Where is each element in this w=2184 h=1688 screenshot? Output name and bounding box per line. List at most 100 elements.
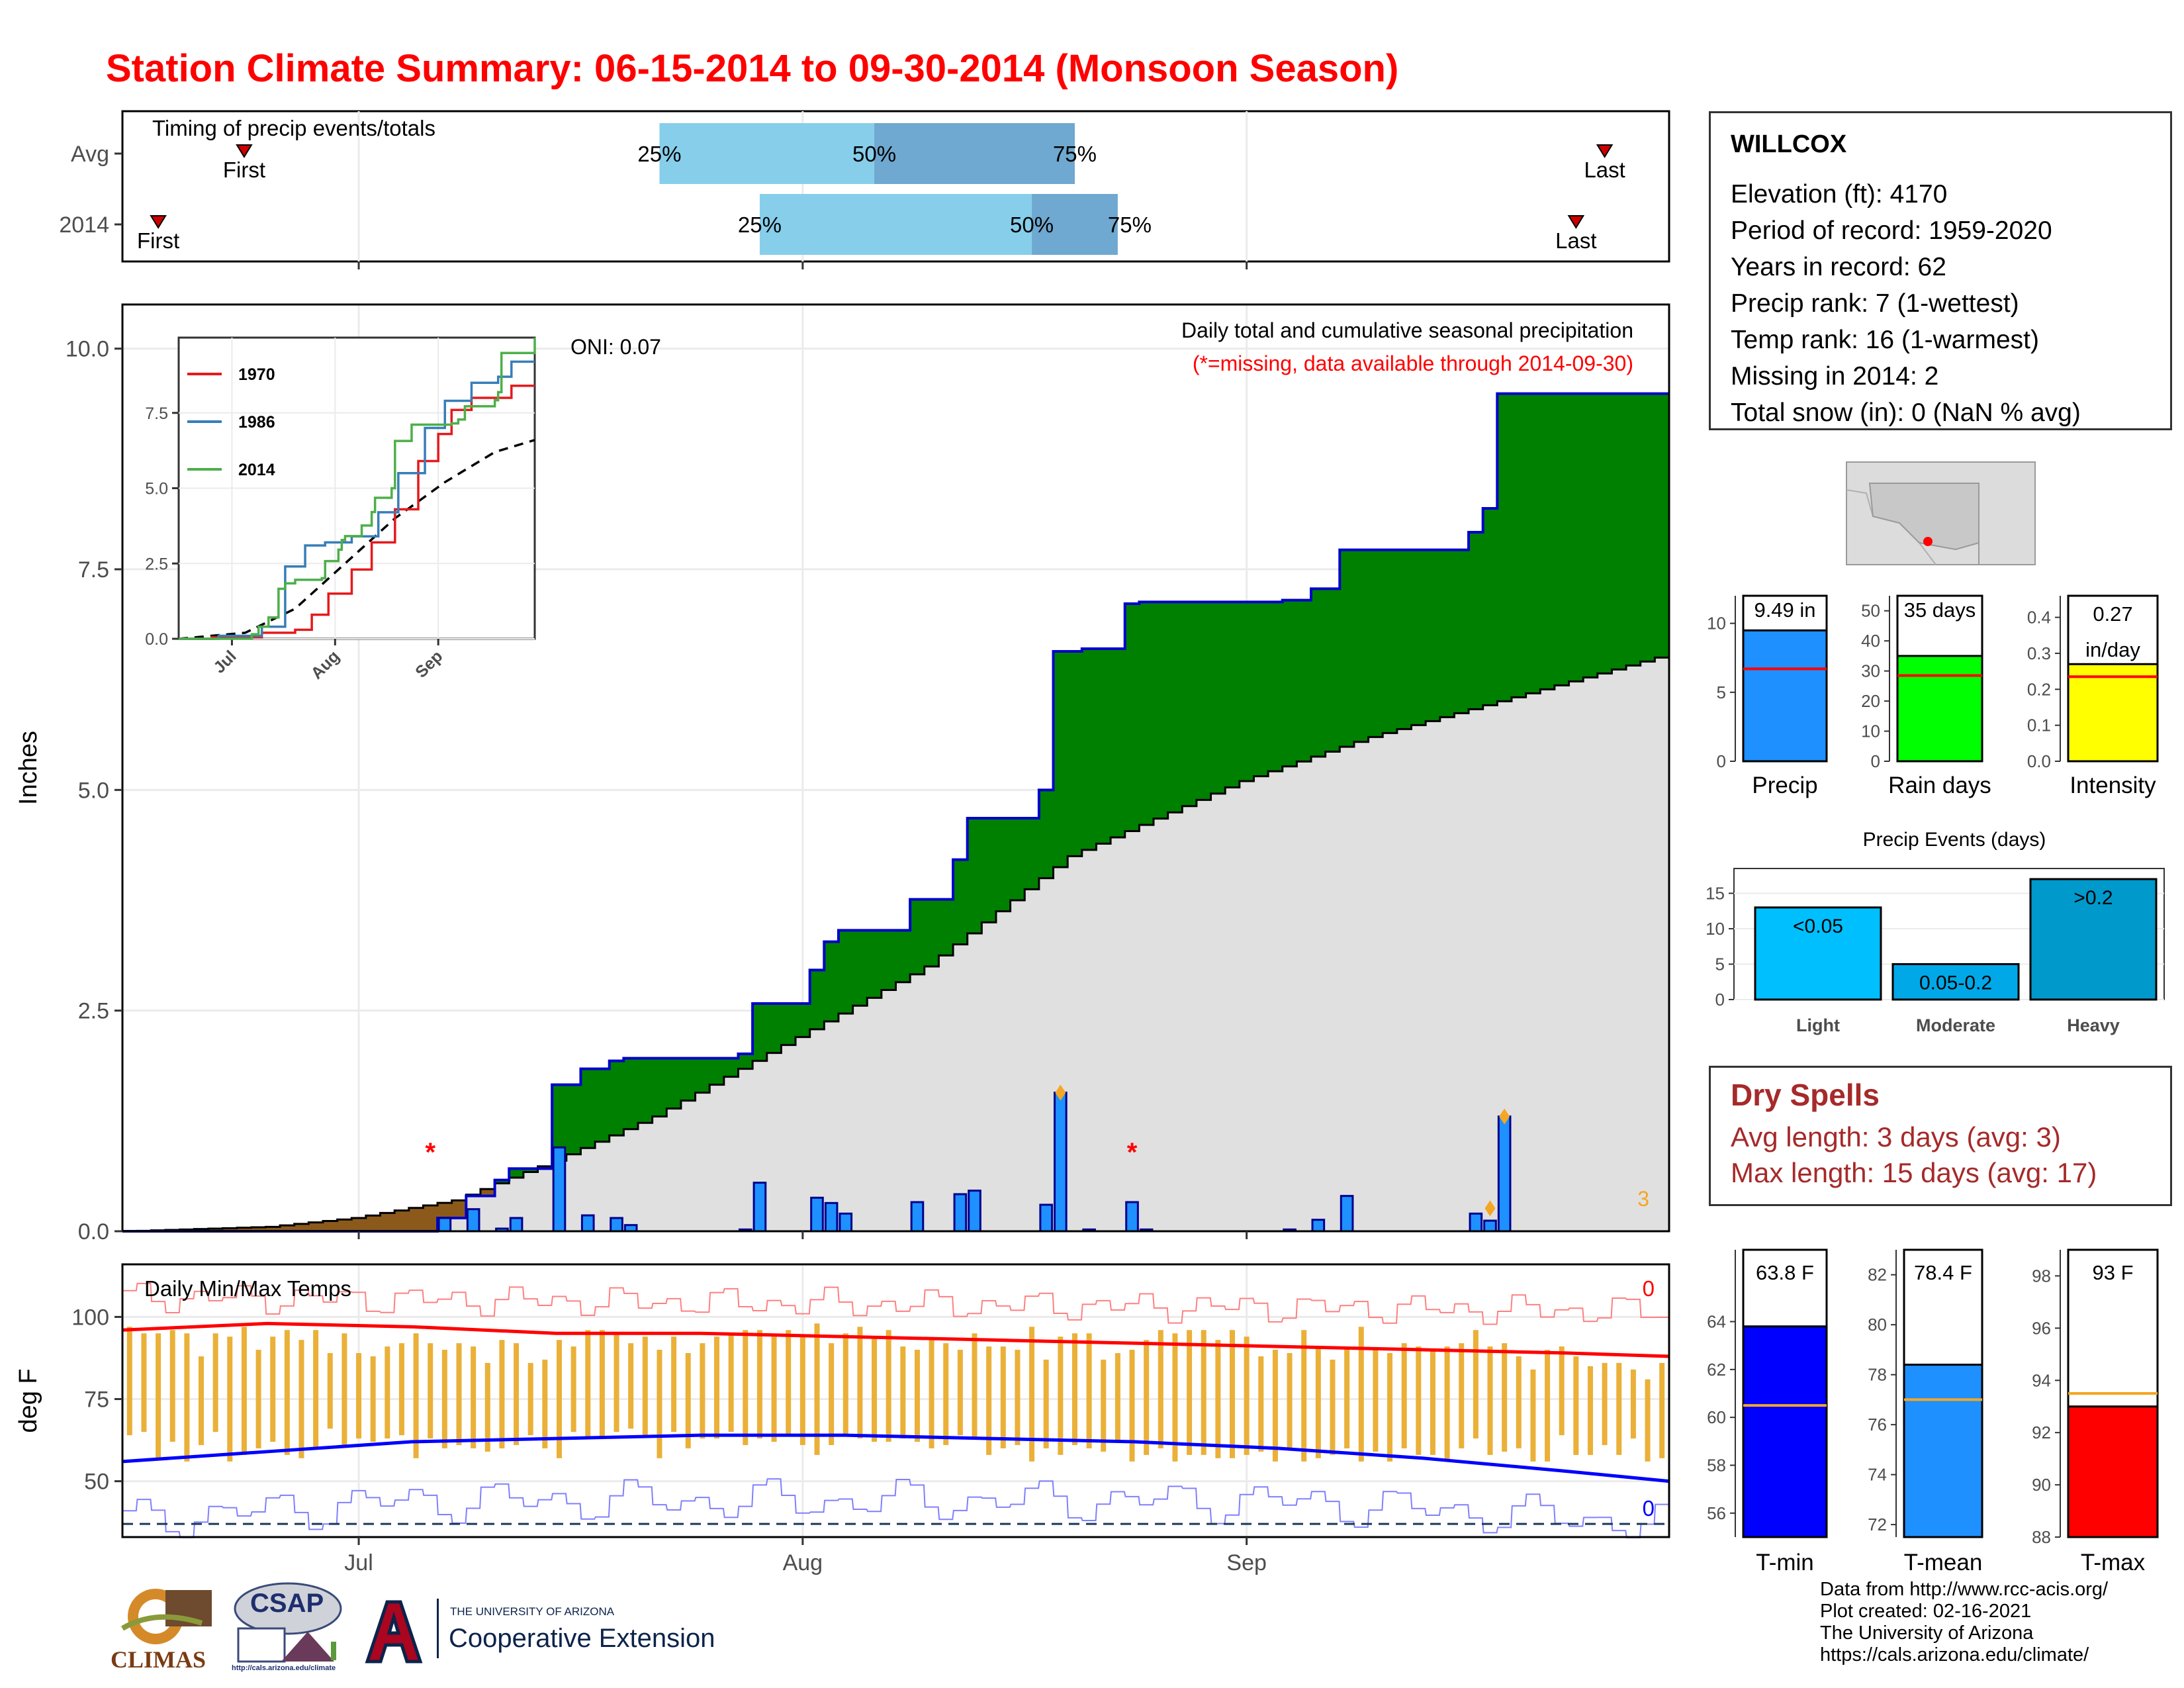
daily-precip-bar bbox=[824, 1201, 839, 1233]
mini-y-tick-label: 96 bbox=[2032, 1318, 2051, 1338]
daily-temp-bar bbox=[1559, 1346, 1565, 1436]
avg-tmin-line bbox=[122, 1433, 1670, 1483]
above-average-fill bbox=[895, 930, 911, 982]
credit-line: Plot created: 02-16-2021 bbox=[1820, 1601, 2032, 1622]
daily-temp-bar bbox=[1573, 1356, 1579, 1455]
daily-temp-bar bbox=[857, 1327, 863, 1439]
precip-summary-label: Rain days bbox=[1888, 773, 1991, 798]
y-tick-label: 0.0 bbox=[78, 1219, 109, 1244]
mini-y-tick-label: 0.4 bbox=[2027, 608, 2051, 628]
daily-temp-bar bbox=[441, 1350, 447, 1448]
y-axis-title: deg F bbox=[15, 1368, 42, 1432]
daily-temp-bar bbox=[1187, 1330, 1193, 1455]
last-event-marker bbox=[1567, 215, 1585, 229]
above-average-fill bbox=[938, 899, 954, 956]
precip-summary-value: 35 days bbox=[1904, 598, 1976, 622]
quartile-bar-50-75 bbox=[874, 123, 1075, 184]
daily-temp-bar bbox=[614, 1333, 619, 1432]
station-detail: Elevation (ft): 4170 bbox=[1731, 180, 1948, 209]
precip-summary-label: Precip bbox=[1752, 773, 1817, 798]
daily-temp-bar bbox=[900, 1346, 906, 1439]
mini-y-tick-label: 72 bbox=[1868, 1515, 1887, 1534]
precip-summary-value: in/day bbox=[2085, 638, 2140, 661]
above-average-fill bbox=[967, 818, 982, 933]
station-detail: Missing in 2014: 2 bbox=[1731, 362, 1939, 391]
mini-y-tick-label: 90 bbox=[2032, 1475, 2051, 1495]
station-detail: Precip rank: 7 (1-wettest) bbox=[1731, 289, 2019, 318]
above-average-fill bbox=[1053, 651, 1068, 867]
above-average-fill bbox=[566, 1084, 582, 1154]
y-tick-label: 0 bbox=[1715, 990, 1725, 1009]
y-tick-label: 50 bbox=[84, 1470, 109, 1495]
precip-event-category: Light bbox=[1796, 1015, 1840, 1035]
timing-row-label: 2014 bbox=[59, 212, 109, 238]
quartile-label-25: 25% bbox=[637, 142, 681, 166]
precip-events-title: Precip Events (days) bbox=[1863, 829, 2046, 851]
temp-summary-value: 78.4 F bbox=[1914, 1261, 1972, 1284]
first-event-marker bbox=[150, 215, 167, 229]
above-average-fill bbox=[1081, 649, 1097, 850]
daily-precip-bar bbox=[1483, 1219, 1497, 1233]
y-tick-label: 7.5 bbox=[78, 557, 109, 583]
daily-temp-bar bbox=[370, 1356, 376, 1442]
precip-summary-bar bbox=[1742, 629, 1828, 763]
last-event-label: Last bbox=[1555, 228, 1596, 253]
daily-temp-bar bbox=[829, 1343, 835, 1446]
below-average-fill bbox=[265, 1227, 281, 1231]
inset-series-line bbox=[179, 360, 535, 640]
csap-logo-url: http://cals.arizona.edu/climate bbox=[232, 1664, 336, 1672]
y-tick-label: 100 bbox=[71, 1305, 109, 1330]
daily-temp-bar bbox=[685, 1353, 691, 1448]
quartile-label-25: 25% bbox=[738, 212, 782, 237]
above-average-fill bbox=[652, 1058, 667, 1117]
above-average-fill bbox=[723, 1058, 739, 1077]
above-average-fill bbox=[509, 1168, 524, 1178]
daily-temp-bar bbox=[728, 1333, 734, 1432]
daily-temp-bar bbox=[1645, 1379, 1651, 1462]
below-average-fill bbox=[308, 1222, 324, 1231]
above-average-fill bbox=[695, 1058, 710, 1093]
above-average-fill bbox=[824, 941, 839, 1021]
daily-temp-bar bbox=[1616, 1362, 1622, 1455]
above-average-fill bbox=[1182, 602, 1197, 806]
daily-temp-bar bbox=[227, 1336, 233, 1462]
precip-panel-frame bbox=[121, 303, 1670, 1233]
mini-y-tick-label: 0.1 bbox=[2027, 716, 2051, 735]
above-average-fill bbox=[1411, 549, 1426, 726]
below-average-fill bbox=[251, 1227, 266, 1231]
daily-temp-bar bbox=[1416, 1346, 1422, 1455]
daily-temp-bar bbox=[156, 1333, 161, 1458]
x-tick-label: Aug bbox=[783, 1550, 823, 1575]
above-average-fill bbox=[796, 1004, 811, 1037]
daily-temp-bar bbox=[385, 1346, 390, 1439]
mini-y-tick-label: 10 bbox=[1861, 722, 1880, 741]
daily-temp-bar bbox=[212, 1333, 218, 1432]
daily-precip-bar bbox=[552, 1146, 567, 1233]
csap-logo: CSAP http://cals.arizona.edu/climate bbox=[232, 1582, 347, 1675]
daily-temp-bar bbox=[886, 1330, 891, 1442]
daily-temp-bar bbox=[1545, 1350, 1551, 1462]
precip-event-bar-label: 0.05-0.2 bbox=[1919, 972, 1992, 994]
daily-temp-bar bbox=[141, 1333, 147, 1432]
above-average-fill bbox=[1525, 393, 1541, 694]
below-average-fill bbox=[294, 1223, 309, 1231]
above-average-fill bbox=[1010, 818, 1025, 900]
dry-spells-avg: Avg length: 3 days (avg: 3) bbox=[1731, 1121, 2061, 1152]
dry-spells-heading: Dry Spells bbox=[1731, 1078, 1880, 1112]
daily-precip-bar bbox=[752, 1182, 767, 1233]
temp-summary-bar bbox=[1742, 1325, 1828, 1538]
daily-temp-bar bbox=[471, 1346, 477, 1448]
above-average-fill bbox=[1297, 600, 1312, 762]
daily-temp-bar bbox=[1358, 1327, 1364, 1462]
daily-temp-bar bbox=[786, 1330, 792, 1436]
daily-temp-bar bbox=[1172, 1333, 1178, 1462]
heavy-event-marker bbox=[1484, 1200, 1496, 1217]
heavy-event-marker bbox=[1055, 1084, 1066, 1101]
below-average-fill bbox=[222, 1228, 238, 1231]
daily-temp-bar bbox=[714, 1336, 720, 1439]
below-average-fill bbox=[337, 1219, 352, 1231]
station-detail: Years in record: 62 bbox=[1731, 253, 1946, 281]
station-detail: Period of record: 1959-2020 bbox=[1731, 216, 2052, 245]
above-average-fill bbox=[867, 930, 882, 998]
